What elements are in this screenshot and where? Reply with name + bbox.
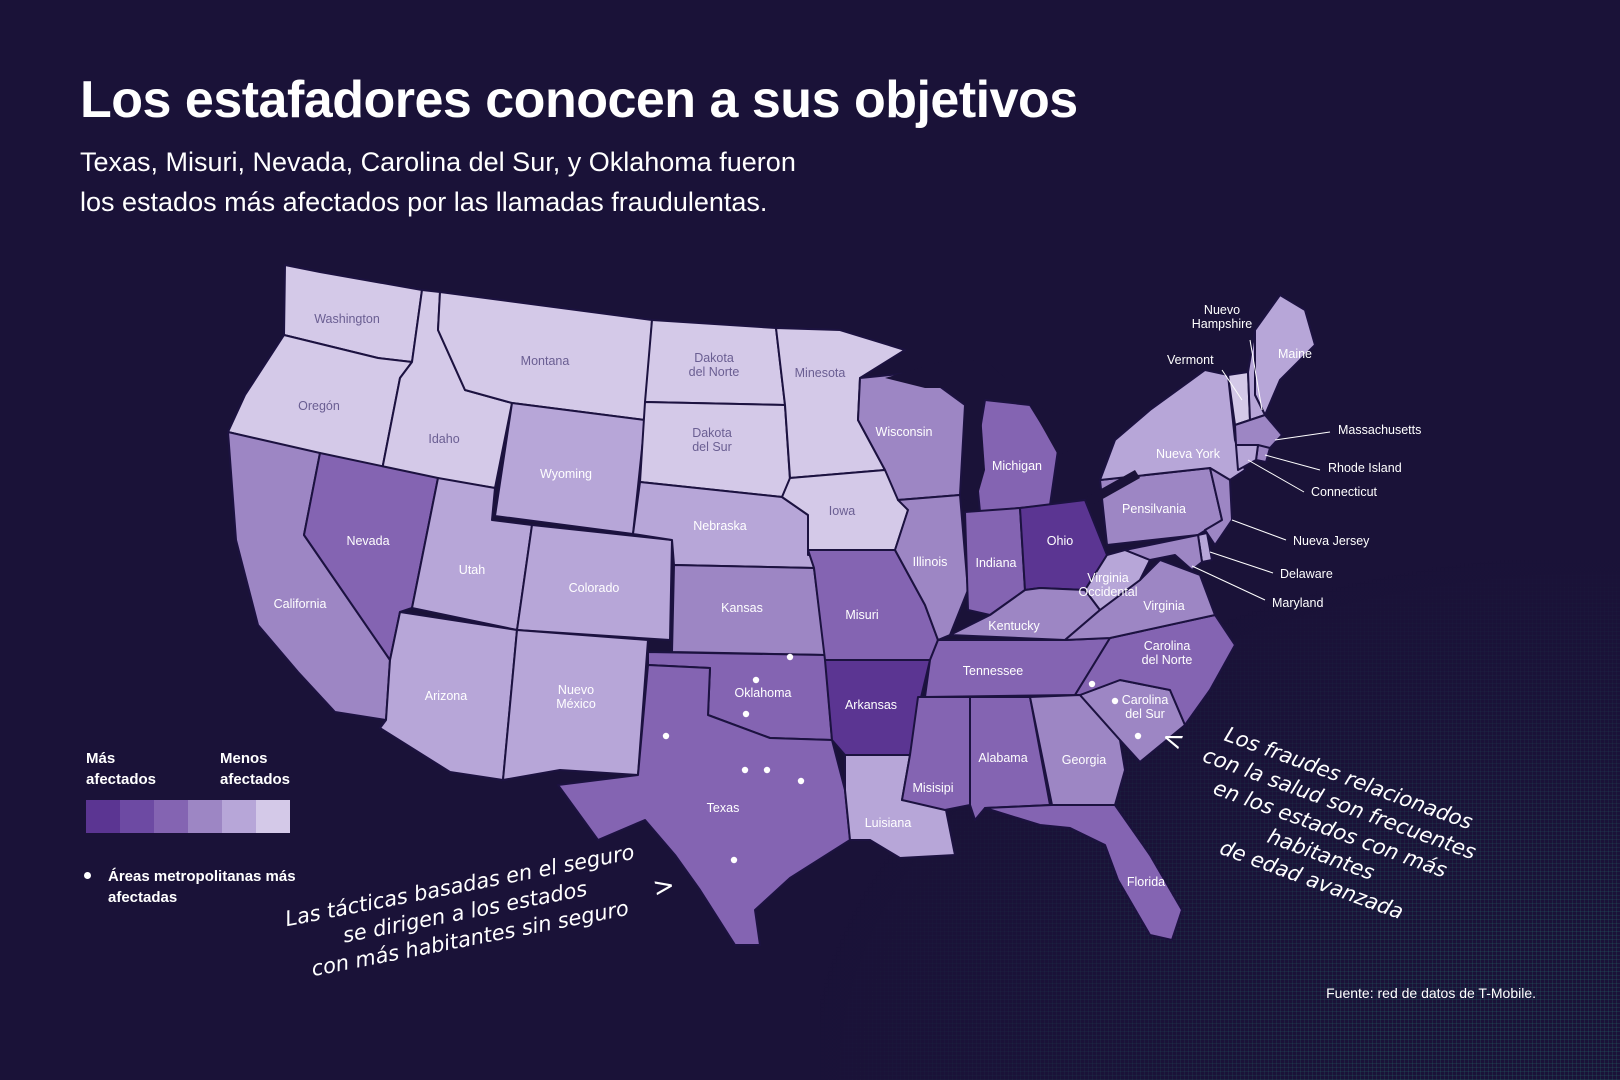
legend-swatch-6 — [256, 800, 290, 833]
label-north-carolina: Carolina del Norte — [1142, 639, 1193, 667]
label-washington: Washington — [314, 312, 380, 326]
leader-delaware — [1210, 552, 1273, 573]
label-indiana: Indiana — [975, 556, 1016, 570]
label-mississippi: Misisipi — [913, 781, 954, 795]
metro-dot — [764, 767, 770, 773]
metro-dot — [787, 654, 793, 660]
label-minnesota: Minesota — [795, 366, 846, 380]
label-georgia: Georgia — [1062, 753, 1107, 767]
label-illinois: Illinois — [913, 555, 948, 569]
leader-massachusetts — [1275, 432, 1330, 440]
metro-dot — [798, 778, 804, 784]
label-south-carolina: Carolina del Sur — [1122, 693, 1169, 721]
label-california: California — [274, 597, 327, 611]
legend-metro-label: Áreas metropolitanas más afectadas — [108, 866, 298, 908]
metro-dot — [742, 767, 748, 773]
metro-dot — [1112, 698, 1118, 704]
leader-rhode-island — [1265, 455, 1320, 470]
legend-most-affected: Más afectados — [86, 748, 176, 790]
leader-connecticut — [1248, 460, 1304, 492]
label-connecticut: Connecticut — [1311, 485, 1378, 499]
label-nevada: Nevada — [346, 534, 389, 548]
legend-swatch-5 — [222, 800, 256, 833]
label-texas: Texas — [707, 801, 740, 815]
label-virginia: Virginia — [1143, 599, 1185, 613]
legend-swatch-4 — [188, 800, 222, 833]
label-new-hampshire: Nuevo Hampshire — [1192, 303, 1252, 331]
label-new-york: Nueva York — [1156, 447, 1221, 461]
label-kentucky: Kentucky — [988, 619, 1040, 633]
metro-dot — [1089, 681, 1095, 687]
legend: Más afectados Menos afectados — [86, 748, 316, 833]
label-tennessee: Tennessee — [963, 664, 1024, 678]
label-idaho: Idaho — [428, 432, 459, 446]
legend-swatch-1 — [86, 800, 120, 833]
label-louisiana: Luisiana — [865, 816, 912, 830]
label-vermont: Vermont — [1167, 353, 1214, 367]
legend-least-affected: Menos afectados — [220, 748, 310, 790]
label-colorado: Colorado — [569, 581, 620, 595]
label-montana: Montana — [521, 354, 570, 368]
label-wyoming: Wyoming — [540, 467, 592, 481]
label-south-dakota: Dakota del Sur — [692, 426, 732, 454]
label-massachusetts: Massachusetts — [1338, 423, 1421, 437]
leader-new-jersey — [1232, 520, 1286, 540]
label-maine: Maine — [1278, 347, 1312, 361]
label-rhode-island: Rhode Island — [1328, 461, 1402, 475]
label-utah: Utah — [459, 563, 485, 577]
label-oregon: Oregón — [298, 399, 340, 413]
label-delaware: Delaware — [1280, 567, 1333, 581]
label-arizona: Arizona — [425, 689, 467, 703]
label-west-virginia: Virginia Occidental — [1078, 571, 1137, 599]
label-north-dakota: Dakota del Norte — [689, 351, 740, 379]
legend-swatch-2 — [120, 800, 154, 833]
legend-header: Más afectados Menos afectados — [86, 748, 316, 794]
source-note: Fuente: red de datos de T-Mobile. — [1326, 985, 1536, 1001]
metro-dot — [1135, 733, 1141, 739]
metro-dot — [753, 677, 759, 683]
label-michigan: Michigan — [992, 459, 1042, 473]
label-wisconsin: Wisconsin — [876, 425, 933, 439]
legend-swatch-3 — [154, 800, 188, 833]
label-nebraska: Nebraska — [693, 519, 747, 533]
label-oklahoma: Oklahoma — [735, 686, 792, 700]
legend-color-scale — [86, 800, 316, 833]
label-alabama: Alabama — [978, 751, 1027, 765]
label-kansas: Kansas — [721, 601, 763, 615]
metro-dot — [731, 857, 737, 863]
label-ohio: Ohio — [1047, 534, 1073, 548]
metro-dot — [743, 711, 749, 717]
label-new-jersey: Nueva Jersey — [1293, 534, 1370, 548]
legend-metro-areas: Áreas metropolitanas más afectadas — [84, 866, 298, 908]
state-new-york[interactable] — [1100, 370, 1245, 480]
metro-dot-icon — [84, 872, 91, 879]
label-maryland: Maryland — [1272, 596, 1323, 610]
label-missouri: Misuri — [845, 608, 878, 622]
metro-dot — [663, 733, 669, 739]
label-florida: Florida — [1127, 875, 1165, 889]
state-connecticut[interactable] — [1236, 445, 1258, 470]
label-iowa: Iowa — [829, 504, 855, 518]
label-arkansas: Arkansas — [845, 698, 897, 712]
label-new-mexico: Nuevo México — [556, 683, 596, 711]
label-pennsylvania: Pensilvania — [1122, 502, 1186, 516]
